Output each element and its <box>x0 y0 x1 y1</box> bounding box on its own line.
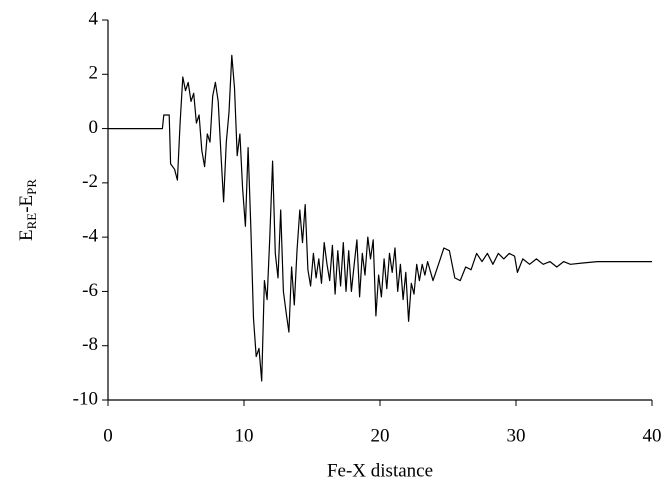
x-axis-label: Fe-X distance <box>327 460 433 481</box>
y-tick-label: 0 <box>89 117 99 138</box>
x-tick-label: 0 <box>103 425 113 446</box>
y-label-sub: RE <box>24 213 39 230</box>
y-tick-label: 2 <box>89 63 99 84</box>
y-label-part: -E <box>16 195 37 213</box>
y-label-sub: PR <box>24 179 39 195</box>
x-tick-label: 30 <box>507 425 526 446</box>
y-axis-label: ERE-EPR <box>16 179 39 241</box>
y-tick-label: -8 <box>82 334 98 355</box>
y-tick-label: -10 <box>73 388 98 409</box>
data-line <box>108 54 652 382</box>
x-tick-label: 40 <box>643 425 662 446</box>
y-tick-label: -4 <box>82 226 98 247</box>
y-label-part: E <box>16 229 37 241</box>
x-tick-label: 20 <box>371 425 390 446</box>
y-tick-label: 4 <box>89 8 99 29</box>
x-tick-label: 10 <box>235 425 254 446</box>
y-tick-label: -2 <box>82 171 98 192</box>
y-tick-label: -6 <box>82 280 98 301</box>
